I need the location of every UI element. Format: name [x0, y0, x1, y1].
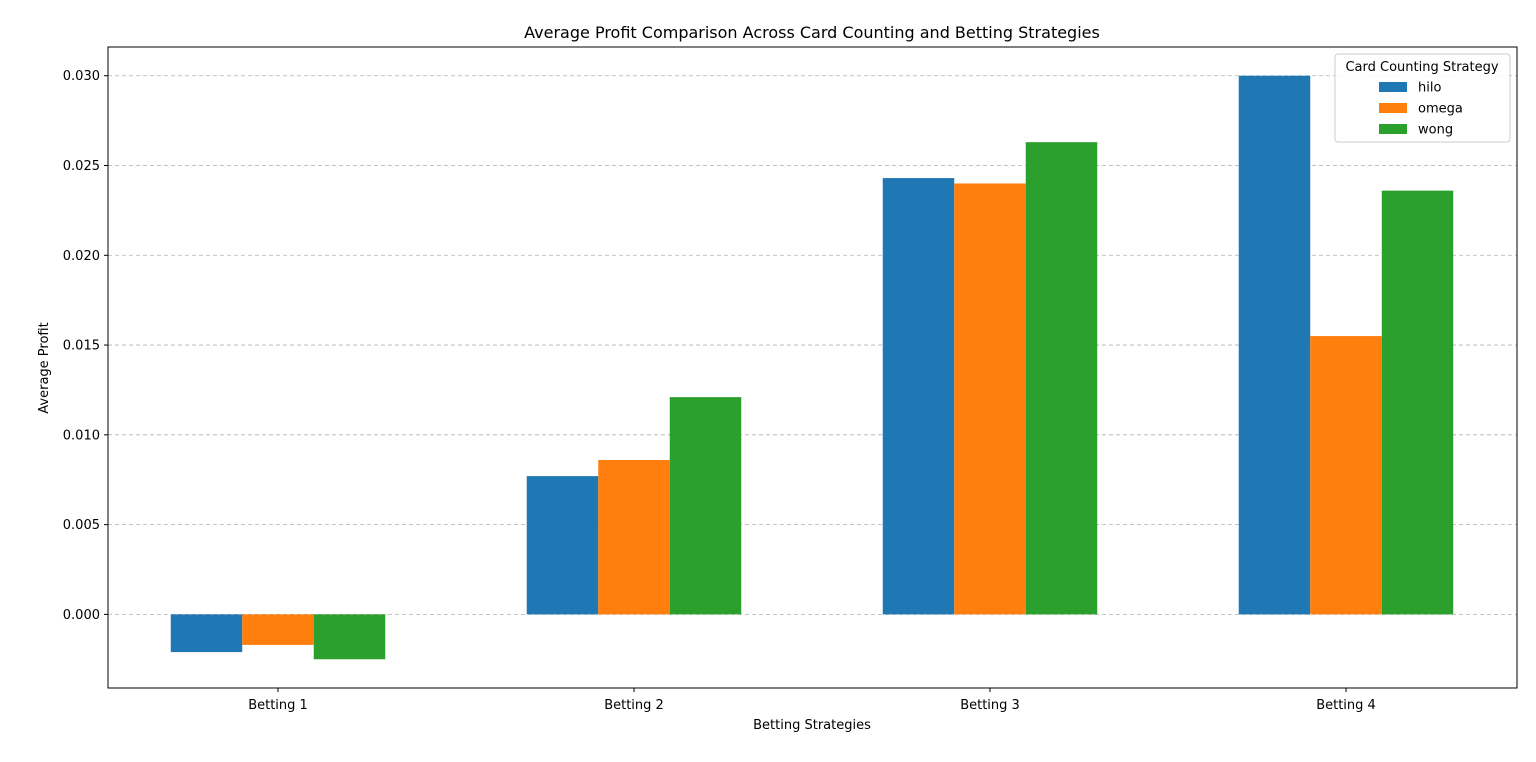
chart-title: Average Profit Comparison Across Card Co…	[524, 23, 1100, 42]
legend-label-omega: omega	[1418, 102, 1463, 117]
x-tick-label: Betting 1	[248, 698, 308, 713]
x-axis-label: Betting Strategies	[753, 718, 871, 733]
legend-label-hilo: hilo	[1418, 81, 1441, 96]
y-tick-label: 0.030	[63, 69, 100, 84]
legend-title: Card Counting Strategy	[1345, 60, 1498, 75]
legend-swatch-hilo	[1379, 82, 1407, 92]
x-tick-label: Betting 2	[604, 698, 664, 713]
bars	[170, 75, 1454, 660]
y-tick-label: 0.010	[63, 428, 100, 443]
y-tick-label: 0.015	[63, 339, 100, 354]
x-tick-label: Betting 4	[1316, 698, 1376, 713]
legend-items: hilo omega wong	[1379, 81, 1463, 138]
bar-wong-2	[669, 397, 742, 615]
y-axis-label: Average Profit	[37, 322, 52, 413]
legend-label-wong: wong	[1418, 123, 1453, 138]
bar-omega-3	[954, 183, 1026, 615]
y-axis: 0.000 0.005 0.010 0.015 0.020 0.025 0.030	[63, 69, 108, 623]
legend-swatch-omega	[1379, 103, 1407, 113]
y-tick-label: 0.000	[63, 608, 100, 623]
bar-omega-2	[598, 459, 670, 615]
bar-hilo-2	[526, 476, 599, 615]
y-tick-label: 0.005	[63, 518, 100, 533]
bar-omega-4	[1310, 336, 1382, 615]
x-axis: Betting 1 Betting 2 Betting 3 Betting 4	[248, 688, 1376, 713]
bar-wong-4	[1381, 190, 1454, 615]
bar-wong-3	[1025, 142, 1098, 615]
legend-box	[1334, 53, 1511, 143]
bar-hilo-1	[170, 614, 243, 653]
legend-swatch-wong	[1379, 124, 1407, 134]
plot-frame	[107, 46, 1518, 689]
y-tick-label: 0.025	[63, 159, 100, 174]
y-tick-label: 0.020	[63, 249, 100, 264]
legend: Card Counting Strategy hilo omega wong	[1334, 53, 1511, 143]
bar-wong-1	[313, 614, 386, 660]
bar-hilo-3	[882, 178, 955, 615]
x-tick-label: Betting 3	[960, 698, 1020, 713]
bar-hilo-4	[1238, 75, 1311, 615]
bar-omega-1	[242, 614, 314, 645]
